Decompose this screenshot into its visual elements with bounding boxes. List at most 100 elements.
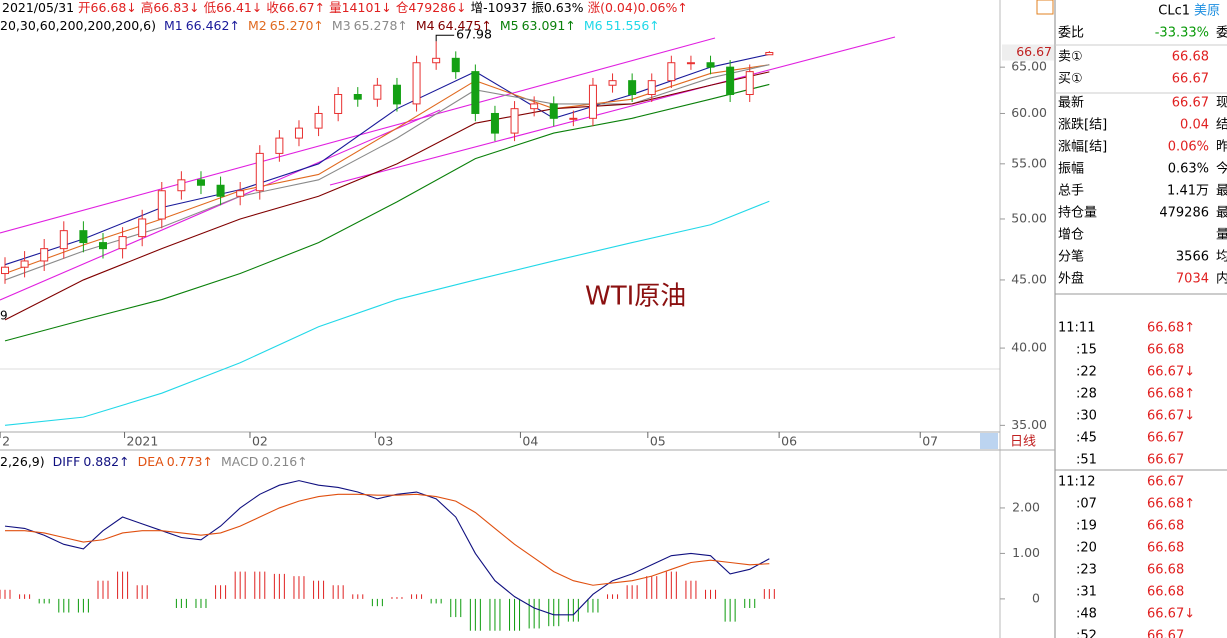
quote-value: 7034 — [1176, 272, 1209, 287]
y-tick-label: 0 — [1032, 590, 1040, 605]
y-tick-label: 60.00 — [1011, 105, 1047, 120]
last-price-box — [1002, 44, 1054, 61]
quote-value: 66.67 — [1172, 96, 1209, 111]
peak-label: 67.98 — [456, 27, 492, 42]
candle-body — [216, 184, 225, 197]
tick-time: 11:11 — [1058, 321, 1095, 336]
y-tick-label: 35.00 — [1011, 417, 1047, 432]
candle-body — [608, 80, 617, 86]
header-item: 仓479286↓ — [396, 0, 467, 15]
candle-body — [628, 80, 637, 96]
candle-body — [745, 71, 754, 96]
legend-name: M3 — [332, 18, 351, 33]
y-tick-label: 45.00 — [1011, 271, 1047, 286]
period-button-label[interactable]: 日线 — [1010, 435, 1036, 450]
scroll-handle[interactable] — [980, 433, 998, 449]
legend-name: M5 — [500, 18, 519, 33]
quote-label: 增仓 — [1058, 228, 1084, 243]
header-item: 增-10937 — [471, 0, 528, 15]
watermark: WTI原油 — [585, 282, 686, 312]
x-tick-label: 07 — [922, 434, 938, 449]
period-button[interactable] — [1002, 433, 1054, 449]
legend-value: 0.773↑ — [167, 454, 213, 469]
tick-time: :30 — [1076, 409, 1097, 424]
tick-price: 66.68 — [1147, 519, 1184, 534]
quote-extra: 均 — [1216, 250, 1227, 265]
tick-time: :52 — [1076, 629, 1097, 638]
quote-value: 66.68 — [1172, 50, 1209, 65]
quote-label: 卖① — [1058, 50, 1083, 65]
tick-price: 66.68 — [1147, 563, 1184, 578]
candle-body — [647, 80, 656, 96]
candle-body — [20, 260, 29, 268]
header-item: 收66.67↑ — [266, 0, 325, 15]
y-tick-label: 65.00 — [1011, 59, 1047, 74]
candle-body — [412, 62, 421, 105]
tick-price: 66.67 — [1147, 475, 1184, 490]
legend-value: 65.278↑ — [354, 18, 408, 33]
tick-time: :51 — [1076, 453, 1097, 468]
header-item: 振0.63% — [531, 0, 583, 15]
tick-price: 66.68↑ — [1147, 321, 1195, 336]
peak-marker — [435, 34, 455, 42]
quote-label: 委比 — [1058, 26, 1084, 41]
quote-extra: 内 — [1216, 271, 1227, 287]
candle-body — [157, 190, 166, 220]
header-item: 低66.41↓ — [204, 0, 263, 15]
legend-prefix: 2,26,9) — [0, 454, 45, 469]
quote-extra: 量 — [1216, 228, 1227, 243]
tick-price: 66.67 — [1147, 431, 1184, 446]
candle-body — [392, 84, 401, 105]
x-tick-label: 2 — [2, 434, 10, 449]
header-item: 高66.83↓ — [141, 0, 200, 15]
legend-name: M4 — [416, 18, 435, 33]
tick-price: 66.68↑ — [1147, 497, 1195, 512]
quote-extra: 结 — [1216, 118, 1227, 133]
trend-line — [0, 109, 441, 301]
trend-lines — [0, 36, 896, 301]
quote-extra: 最 — [1216, 206, 1227, 221]
candle-body — [726, 66, 735, 96]
y-tick-label: 50.00 — [1011, 210, 1047, 225]
ohlc-header: 2021/05/31 开66.68↓ 高66.83↓ 低66.41↓ 收66.67↑ 量1… — [2, 0, 688, 15]
tick-time: 11:12 — [1058, 475, 1095, 490]
quote-label: 涨幅[结] — [1058, 140, 1107, 155]
quote-label: 最新 — [1058, 95, 1084, 111]
quote-extra: 昨 — [1216, 140, 1227, 155]
candle-body — [530, 103, 539, 110]
ma-line — [4, 64, 770, 275]
candle-body — [706, 62, 715, 68]
quote-value: 0.06% — [1168, 140, 1209, 155]
cut-label: 9 — [0, 309, 8, 323]
quote-value: 1.41万 — [1167, 184, 1209, 199]
ma-legend: 20,30,60,200,200,200,6) M1 66.462↑ M2 65.270… — [0, 18, 660, 33]
tick-price: 66.67↓ — [1147, 607, 1195, 622]
tick-time: :15 — [1076, 343, 1097, 358]
candle-body — [765, 51, 774, 56]
tick-price: 66.68 — [1147, 585, 1184, 600]
quote-extra: 现 — [1216, 96, 1227, 111]
tick-time: :07 — [1076, 497, 1097, 512]
legend-value: 63.091↑ — [522, 18, 576, 33]
macd-line — [4, 480, 770, 616]
symbol-name: 美原 — [1194, 4, 1220, 19]
quote-label: 总手 — [1058, 184, 1084, 199]
corner-icon[interactable] — [1036, 0, 1054, 15]
legend-value: 0.882↑ — [83, 454, 129, 469]
legend-value: 64.475↑ — [438, 18, 492, 33]
candle-body — [236, 190, 245, 197]
tick-price: 66.68 — [1147, 343, 1184, 358]
legend-name: MACD — [221, 454, 258, 469]
tick-price: 66.67 — [1147, 629, 1184, 638]
quote-extra: 今 — [1216, 161, 1227, 177]
candle-body — [59, 230, 68, 250]
trend-line — [0, 37, 716, 234]
legend-value: 51.556↑ — [606, 18, 660, 33]
tick-price: 66.67 — [1147, 453, 1184, 468]
ma-line — [4, 64, 770, 281]
candle-body — [314, 112, 323, 129]
macd-line — [4, 493, 770, 586]
candle-body — [40, 248, 49, 262]
ma-line — [4, 200, 770, 426]
symbol: CLc1 — [1158, 4, 1190, 19]
